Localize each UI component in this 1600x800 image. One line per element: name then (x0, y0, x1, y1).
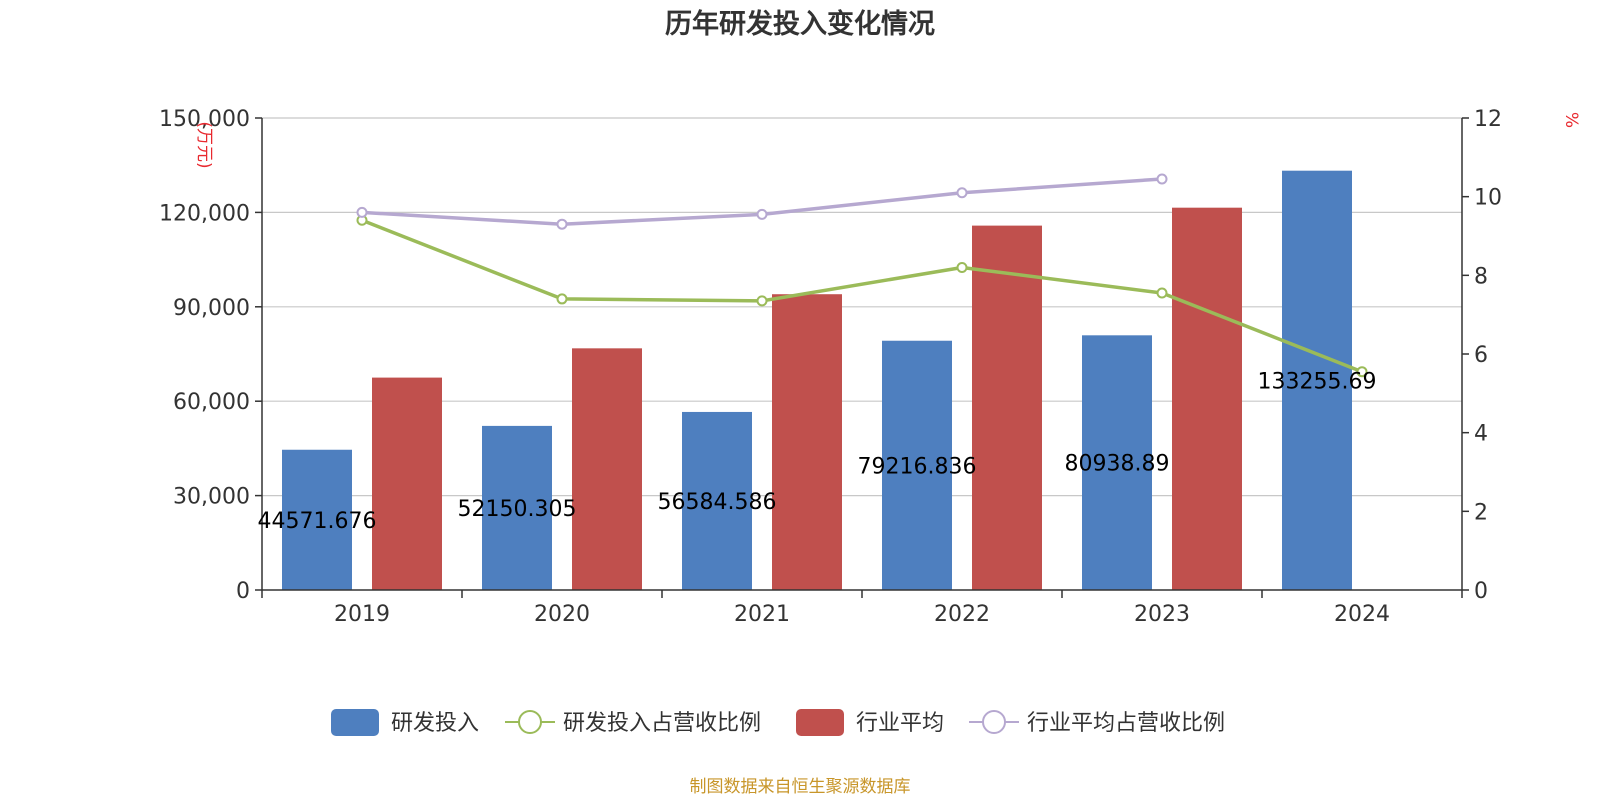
right-axis-unit: % (1561, 112, 1581, 128)
legend-marker-1 (518, 710, 542, 734)
legend-item-3: 行业平均占营收比例 (969, 710, 1225, 736)
bar-industry-2022 (972, 225, 1042, 590)
legend-label-0: 研发投入 (391, 711, 479, 736)
x-tick-label-2021: 2021 (734, 602, 790, 627)
point-industry-ratio-2021 (756, 208, 768, 220)
bar-industry-2020 (572, 348, 642, 590)
data-label-rd-2024: 133255.69 (1258, 369, 1377, 394)
lines-group (356, 173, 1368, 378)
right-tick-label-6: 12 (1474, 107, 1502, 132)
x-tick-label-2024: 2024 (1334, 602, 1390, 627)
data-label-rd-2022: 79216.836 (858, 454, 977, 479)
left-axis-unit: (万元) (194, 121, 214, 168)
legend-item-2: 行业平均 (796, 709, 944, 736)
chart-title: 历年研发投入变化情况 (665, 8, 935, 40)
left-tick-label-1: 30,000 (173, 485, 250, 510)
left-tick-label-3: 90,000 (173, 296, 250, 321)
point-industry-ratio-2019 (356, 206, 368, 218)
bars-group (282, 170, 1352, 590)
bar-rd-2020 (482, 425, 552, 590)
data-label-rd-2020: 52150.305 (458, 497, 577, 522)
bar-industry-2019 (372, 377, 442, 590)
data-label-rd-2021: 56584.586 (658, 490, 777, 515)
legend-swatch-2 (796, 709, 844, 736)
right-tick-label-4: 8 (1474, 264, 1488, 289)
right-tick-label-3: 6 (1474, 343, 1488, 368)
point-industry-ratio-2020 (556, 218, 568, 230)
axes-group: 0 30,000 60,000 90,000 120,000 150,000 0 2 4 6 8 10… (159, 107, 1502, 627)
legend-item-1: 研发投入占营收比例 (505, 710, 761, 736)
point-industry-ratio-2022 (956, 187, 968, 199)
point-rd-ratio-2024 (1356, 366, 1368, 378)
point-rd-ratio-2022 (956, 261, 968, 273)
bar-rd-2023 (1082, 335, 1152, 590)
bar-industry-2021 (772, 294, 842, 590)
line-rd-ratio (361, 218, 1363, 374)
data-labels-group: 44571.676 52150.305 56584.586 79216.836 8093… (258, 369, 1377, 534)
grid-lines (262, 117, 1462, 497)
left-tick-label-0: 0 (236, 579, 250, 604)
point-rd-ratio-2021 (756, 295, 768, 307)
x-tick-label-2023: 2023 (1134, 602, 1190, 627)
legend-label-2: 行业平均 (856, 711, 944, 736)
source-note: 制图数据来自恒生聚源数据库 (690, 777, 911, 797)
legend-label-1: 研发投入占营收比例 (563, 711, 761, 736)
right-tick-label-1: 2 (1474, 500, 1488, 525)
legend-marker-3 (982, 710, 1006, 734)
legend-item-0: 研发投入 (331, 709, 479, 736)
x-tick-label-2019: 2019 (334, 602, 390, 627)
data-label-rd-2023: 80938.89 (1065, 452, 1170, 477)
x-tick-label-2020: 2020 (534, 602, 590, 627)
legend-label-3: 行业平均占营收比例 (1027, 711, 1225, 736)
right-tick-label-2: 4 (1474, 422, 1488, 447)
left-tick-label-4: 120,000 (159, 201, 250, 226)
left-tick-label-2: 60,000 (173, 390, 250, 415)
x-tick-label-2022: 2022 (934, 602, 990, 627)
point-rd-ratio-2023 (1156, 287, 1168, 299)
point-rd-ratio-2020 (556, 293, 568, 305)
left-tick-label-5: 150,000 (159, 107, 250, 132)
bar-rd-2021 (682, 411, 752, 590)
legend: 研发投入 研发投入占营收比例 行业平均 行业平均占营收比例 (331, 709, 1225, 736)
bar-industry-2023 (1172, 207, 1242, 590)
data-label-rd-2019: 44571.676 (258, 509, 377, 534)
bar-rd-2022 (882, 340, 952, 590)
right-tick-label-5: 10 (1474, 186, 1502, 211)
bar-rd-2019 (282, 449, 352, 590)
right-tick-label-0: 0 (1474, 579, 1488, 604)
point-industry-ratio-2023 (1156, 173, 1168, 185)
bar-rd-2024 (1282, 170, 1352, 590)
legend-swatch-0 (331, 709, 379, 736)
